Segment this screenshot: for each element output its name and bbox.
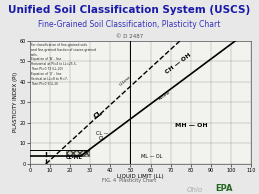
Text: © D 2487: © D 2487 xyxy=(116,34,143,39)
Text: ML — OL: ML — OL xyxy=(140,154,162,159)
Text: Fine-Grained Soil Classification, Plasticity Chart: Fine-Grained Soil Classification, Plasti… xyxy=(38,20,221,29)
Text: Unified Soil Classification System (USCS): Unified Soil Classification System (USCS… xyxy=(8,5,251,15)
Text: CL: CL xyxy=(93,109,104,120)
Text: CL-ML: CL-ML xyxy=(66,155,82,160)
Text: CL —: CL — xyxy=(96,131,109,136)
Text: FIG. 4  Plasticity Chart: FIG. 4 Plasticity Chart xyxy=(102,178,157,183)
X-axis label: LIQUID LIMIT (LL): LIQUID LIMIT (LL) xyxy=(117,174,164,179)
Text: CH — OH: CH — OH xyxy=(165,52,192,74)
Polygon shape xyxy=(66,150,89,156)
Text: MH — OH: MH — OH xyxy=(175,123,207,128)
Text: OL: OL xyxy=(99,136,105,141)
Text: U-Line: U-Line xyxy=(118,75,132,87)
Text: Ohio: Ohio xyxy=(186,187,203,193)
Text: For classification of fine-grained soils
and fine-grained fraction of coarse-gra: For classification of fine-grained soils… xyxy=(31,43,96,86)
Text: A-Line: A-Line xyxy=(159,91,172,101)
Text: EPA: EPA xyxy=(215,184,233,193)
Y-axis label: PLASTICITY INDEX (PI): PLASTICITY INDEX (PI) xyxy=(13,72,18,132)
